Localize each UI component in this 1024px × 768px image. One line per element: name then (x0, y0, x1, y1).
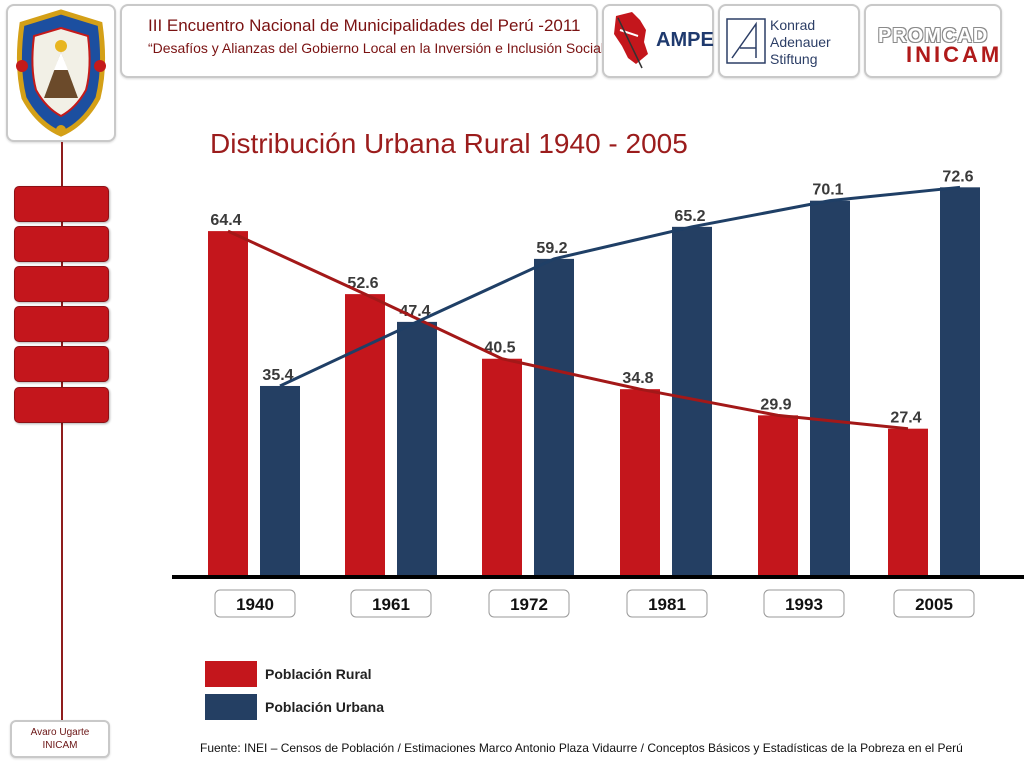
side-connector-line (61, 142, 63, 720)
conference-subtitle: “Desafíos y Alianzas del Gobierno Local … (148, 40, 609, 56)
data-label-rural-1981: 34.8 (622, 370, 653, 387)
x-tick-label-1940: 1940 (236, 595, 274, 614)
promcad-text: PROMCAD (878, 25, 989, 47)
legend-swatch-urban (205, 694, 257, 720)
bar-urban-1940 (260, 385, 300, 575)
x-tick-label-1993: 1993 (785, 595, 823, 614)
kas-logo-text: Konrad Adenauer Stiftung (770, 17, 831, 68)
x-tick-box-1940 (214, 589, 296, 618)
side-nav-item-3[interactable] (14, 266, 109, 302)
bar-rural-1940 (208, 231, 248, 575)
x-tick-box-1972 (488, 589, 570, 618)
bar-rural-1972 (482, 358, 522, 575)
conference-title: III Encuentro Nacional de Municipalidade… (148, 16, 581, 35)
inicam-text: INICAM (906, 42, 1003, 67)
data-label-rural-1993: 29.9 (760, 396, 791, 413)
side-nav-item-1[interactable] (14, 186, 109, 222)
peru-map-icon (614, 12, 648, 69)
coat-of-arms-icon (16, 9, 106, 137)
ampe-logo-text: AMPE (656, 29, 714, 51)
promcad-inicam-logo: PROMCAD INICAM (864, 4, 1002, 78)
data-label-urban-1940: 35.4 (262, 367, 293, 384)
x-tick-box-2005 (893, 589, 975, 618)
bar-urban-1972 (534, 258, 574, 575)
data-label-urban-2005: 72.6 (942, 168, 973, 185)
x-tick-box-1981 (626, 589, 708, 618)
author-name: Avaro Ugarte (30, 727, 90, 738)
x-tick-label-1972: 1972 (510, 595, 548, 614)
x-tick-label-1961: 1961 (372, 595, 410, 614)
side-nav-item-6[interactable] (14, 387, 109, 423)
side-nav-item-5[interactable] (14, 346, 109, 382)
author-org: INICAM (42, 740, 78, 751)
data-label-urban-1972: 59.2 (536, 240, 567, 257)
legend-label-rural: Población Rural (265, 666, 372, 682)
legend-label-urban: Población Urbana (265, 699, 385, 715)
kas-line-2: Adenauer (770, 34, 831, 50)
bar-rural-1961 (345, 294, 385, 575)
data-label-rural-1961: 52.6 (347, 275, 378, 292)
x-tick-box-1993 (763, 589, 845, 618)
kas-logo-icon (726, 18, 766, 64)
bar-rural-2005 (888, 428, 928, 575)
bar-rural-1981 (620, 389, 660, 575)
chart-title: Distribución Urbana Rural 1940 - 2005 (210, 128, 688, 159)
bar-urban-2005 (940, 187, 980, 576)
x-tick-label-2005: 2005 (915, 595, 953, 614)
legend-swatch-rural (205, 661, 257, 687)
x-tick-box-1961 (350, 589, 432, 618)
kas-line-3: Stiftung (770, 51, 818, 67)
ampe-logo: AMPE (602, 4, 714, 78)
source-note: Fuente: INEI – Censos de Población / Est… (200, 741, 963, 755)
side-nav-item-2[interactable] (14, 226, 109, 262)
trend-line-urban (279, 185, 961, 388)
x-tick-label-1981: 1981 (648, 595, 686, 614)
coat-of-arms-box (6, 4, 116, 142)
bar-urban-1993 (810, 200, 850, 575)
bar-urban-1961 (397, 321, 437, 575)
kas-line-1: Konrad (770, 17, 816, 33)
conference-header: III Encuentro Nacional de Municipalidade… (120, 4, 609, 78)
author-box: Avaro Ugarte INICAM (10, 720, 110, 758)
bar-rural-1993 (758, 415, 798, 575)
data-label-urban-1993: 70.1 (812, 182, 843, 199)
data-label-rural-1940: 64.4 (210, 212, 241, 229)
konrad-adenauer-logo: Konrad Adenauer Stiftung (718, 4, 860, 78)
side-nav-item-4[interactable] (14, 306, 109, 342)
data-label-urban-1981: 65.2 (674, 208, 705, 225)
data-label-rural-2005: 27.4 (890, 410, 921, 427)
trend-line-rural (227, 229, 909, 431)
